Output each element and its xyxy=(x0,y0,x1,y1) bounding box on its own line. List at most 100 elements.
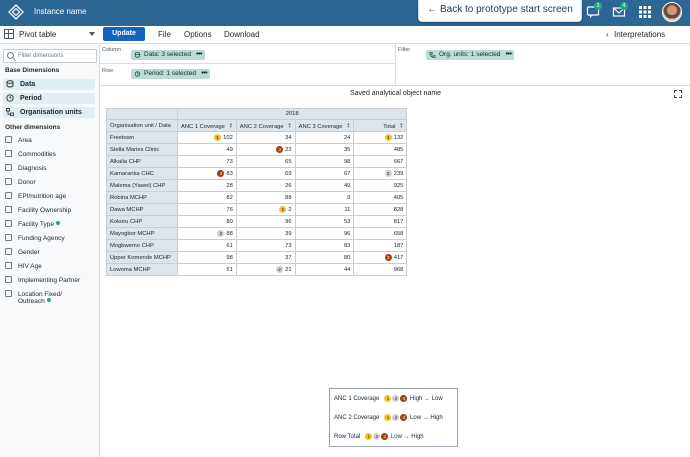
table-cell[interactable]: 11 xyxy=(294,203,355,216)
more-options-icon[interactable]: ••• xyxy=(505,51,512,58)
table-cell[interactable]: 667 xyxy=(353,155,408,168)
table-cell[interactable]: 26 xyxy=(235,179,296,192)
table-cell[interactable]: 2 239 xyxy=(353,167,408,180)
table-cell[interactable]: 80 xyxy=(294,251,355,264)
rank-badge: 1 xyxy=(384,414,392,421)
table-cell[interactable]: 37 xyxy=(235,251,296,264)
table-cell[interactable]: 968 xyxy=(353,263,408,276)
cell-value: 96 xyxy=(343,230,351,237)
update-button[interactable]: Update xyxy=(103,27,145,41)
table-cell[interactable]: 9 xyxy=(294,191,355,204)
cell-value: 11 xyxy=(344,206,351,213)
dimension-gender[interactable]: Gender xyxy=(5,248,40,256)
table-cell[interactable]: 828 xyxy=(353,203,408,216)
table-cell[interactable]: 925 xyxy=(353,179,408,192)
dimension-hiv-age[interactable]: HIV Age xyxy=(5,262,42,270)
cell-value: 88 xyxy=(285,194,292,201)
interpretations-button[interactable]: Interpretations xyxy=(614,30,666,39)
user-avatar[interactable] xyxy=(662,2,682,22)
table-cell[interactable]: 51 xyxy=(177,263,237,276)
table-cell[interactable]: 73 xyxy=(177,155,237,168)
chevron-left-icon[interactable]: ‹ xyxy=(606,30,609,39)
table-cell[interactable]: 28 xyxy=(177,179,237,192)
sort-icon[interactable]: ▲ ▼ xyxy=(399,120,404,129)
file-menu[interactable]: File xyxy=(158,30,171,39)
table-cell[interactable]: 82 xyxy=(177,191,237,204)
base-dimension-data[interactable]: Data xyxy=(3,79,95,90)
table-cell[interactable]: 73 xyxy=(235,239,296,252)
dimension-location-fixed-outreach[interactable]: Location Fixed/ xyxy=(5,290,62,298)
table-cell[interactable]: 817 xyxy=(353,215,408,228)
apps-grid-icon[interactable] xyxy=(638,5,652,19)
filter-org-units-chip[interactable]: Org. units: 1 selected ••• xyxy=(426,50,515,60)
table-cell[interactable]: 49 xyxy=(294,179,355,192)
dimension-label: Funding Agency xyxy=(18,235,65,242)
more-options-icon[interactable]: ••• xyxy=(201,70,208,77)
table-cell[interactable]: 39 xyxy=(235,227,296,240)
table-row: Alkalia CHP 73 65 98 667 xyxy=(106,155,408,168)
table-cell[interactable]: 98 xyxy=(177,251,237,264)
messages-badge: 3 xyxy=(594,2,602,10)
table-cell[interactable]: 1 132 xyxy=(353,131,408,144)
table-cell[interactable]: 34 xyxy=(235,131,296,144)
selected-indicator-dot xyxy=(56,221,61,225)
table-cell[interactable]: 44 xyxy=(294,263,355,276)
table-cell[interactable]: 98 xyxy=(294,155,355,168)
column-header[interactable]: ANC 3 Coverage▲ ▼ xyxy=(294,119,355,132)
table-cell[interactable]: 187 xyxy=(353,239,408,252)
table-cell[interactable]: 1 102 xyxy=(177,131,237,144)
column-header[interactable]: Total▲ ▼ xyxy=(353,119,408,132)
table-cell[interactable]: 3 83 xyxy=(177,167,237,180)
table-cell[interactable]: 35 xyxy=(294,143,355,156)
dimension-facility-type[interactable]: Facility Type xyxy=(5,220,61,228)
table-cell[interactable]: 658 xyxy=(353,227,408,240)
dimension-funding-agency[interactable]: Funding Agency xyxy=(5,234,65,242)
column-header[interactable]: ANC 1 Coverage▲ ▼ xyxy=(177,119,237,132)
table-cell[interactable]: 2 88 xyxy=(177,227,237,240)
messages-icon[interactable] xyxy=(586,5,600,19)
table-cell[interactable]: 96 xyxy=(235,215,296,228)
dimension-facility-ownership[interactable]: Facility Ownership xyxy=(5,206,71,214)
table-cell[interactable]: 80 xyxy=(177,215,237,228)
visualization-type-selector[interactable]: Pivot table xyxy=(4,28,97,42)
back-to-start-button[interactable]: ← Back to prototype start screen xyxy=(418,0,582,22)
table-cell[interactable]: 67 xyxy=(294,167,355,180)
table-cell[interactable]: 49 xyxy=(177,143,237,156)
table-cell[interactable]: 2 21 xyxy=(235,263,296,276)
row-period-chip[interactable]: Period: 1 selected ••• xyxy=(131,69,211,79)
table-cell[interactable]: 88 xyxy=(235,191,296,204)
base-dimension-period[interactable]: Period xyxy=(3,93,95,104)
options-menu[interactable]: Options xyxy=(184,30,212,39)
fullscreen-icon[interactable] xyxy=(673,89,683,99)
table-cell[interactable]: 53 xyxy=(294,215,355,228)
filter-dimensions-input[interactable]: Filter dimensions xyxy=(3,49,97,63)
table-cell[interactable]: 405 xyxy=(353,191,408,204)
dimension-commodities[interactable]: Commodities xyxy=(5,150,56,158)
table-cell[interactable]: 3 22 xyxy=(235,143,296,156)
table-cell[interactable]: 69 xyxy=(235,167,296,180)
table-cell[interactable]: 61 xyxy=(177,239,237,252)
table-cell[interactable]: 65 xyxy=(235,155,296,168)
table-cell[interactable]: 83 xyxy=(294,239,355,252)
dimension-implementing-partner[interactable]: Implementing Partner xyxy=(5,276,80,284)
dimension-donor[interactable]: Donor xyxy=(5,178,36,186)
sort-icon[interactable]: ▲ ▼ xyxy=(228,120,233,129)
table-cell[interactable]: 485 xyxy=(353,143,408,156)
table-cell[interactable]: 24 xyxy=(294,131,355,144)
row-header: Mogbwemo CHP xyxy=(106,239,178,252)
more-options-icon[interactable]: ••• xyxy=(196,51,202,58)
dimension-area[interactable]: Area xyxy=(5,136,32,144)
base-dimension-organisation-units[interactable]: Organisation units xyxy=(3,107,95,118)
dimension-diagnosis[interactable]: Diagnosis xyxy=(5,164,47,172)
sort-icon[interactable]: ▲ ▼ xyxy=(346,120,351,129)
table-cell[interactable]: 96 xyxy=(294,227,355,240)
download-menu[interactable]: Download xyxy=(224,30,260,39)
table-cell[interactable]: 3 417 xyxy=(353,251,408,264)
sort-icon[interactable]: ▲ ▼ xyxy=(287,120,292,129)
table-cell[interactable]: 76 xyxy=(177,203,237,216)
dimension-epi-nutrition-age[interactable]: EPI/nutrition age xyxy=(5,192,66,200)
column-header[interactable]: ANC 2 Coverage▲ ▼ xyxy=(235,119,296,132)
column-data-chip[interactable]: Data: 3 selected ••• xyxy=(131,50,205,60)
dhis2-logo-icon[interactable] xyxy=(8,4,24,20)
